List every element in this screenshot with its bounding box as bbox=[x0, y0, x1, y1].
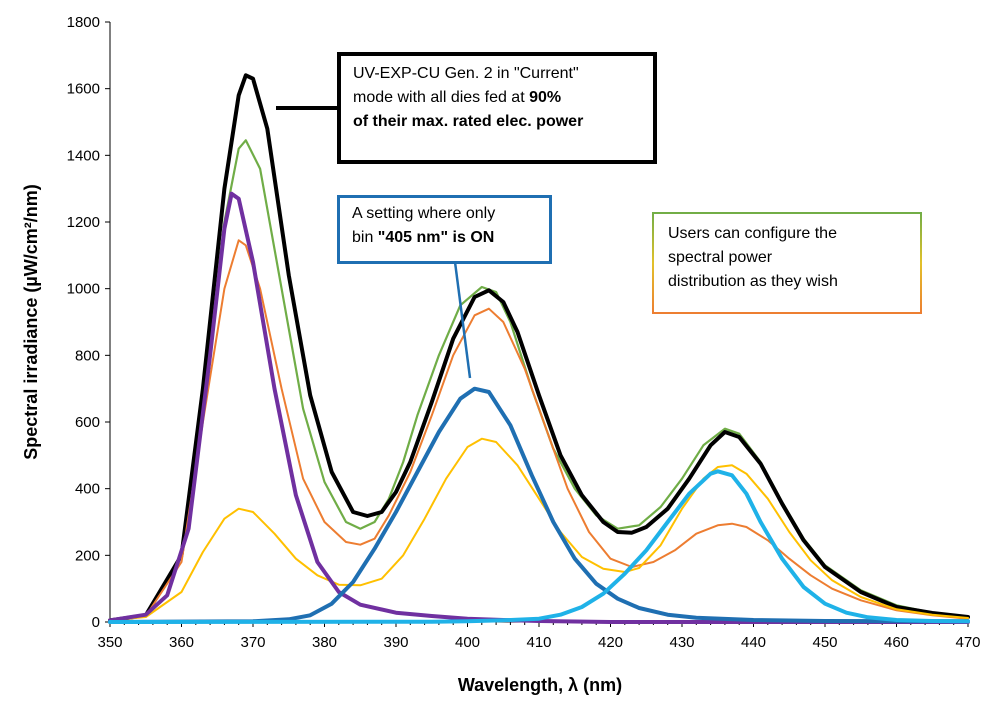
y-tick-label: 1400 bbox=[67, 147, 100, 164]
x-tick-label: 390 bbox=[383, 634, 408, 651]
series-line-6 bbox=[108, 469, 970, 624]
x-tick-label: 370 bbox=[240, 634, 265, 651]
y-tick-label: 1200 bbox=[67, 214, 100, 231]
y-tick-label: 1600 bbox=[67, 81, 100, 98]
y-tick-label: 1000 bbox=[67, 281, 100, 298]
users-callout-line1: Users can configure the bbox=[668, 225, 837, 242]
bin405-callout: A setting where only bin "405 nm" is ON bbox=[337, 195, 552, 264]
current-mode-callout: UV-EXP-CU Gen. 2 in "Current" mode with … bbox=[337, 52, 657, 164]
series-line-5 bbox=[108, 386, 970, 624]
current-callout-line2: mode with all dies fed at 90% bbox=[353, 86, 641, 110]
bin405-callout-line1: A setting where only bbox=[352, 205, 496, 222]
users-configure-callout: Users can configure the spectral power d… bbox=[652, 212, 922, 314]
users-callout-line2: spectral power bbox=[668, 249, 773, 266]
y-tick-label: 600 bbox=[75, 414, 100, 431]
current-callout-line2-bold: 90% bbox=[529, 89, 562, 106]
bin405-callout-line2-bold: "405 nm" is ON bbox=[377, 229, 495, 246]
current-callout-line2-text: mode with all dies fed at bbox=[353, 89, 530, 106]
series-line-3 bbox=[109, 437, 969, 622]
bin405-callout-line2: bin "405 nm" is ON bbox=[352, 226, 537, 250]
y-tick-label: 800 bbox=[75, 347, 100, 364]
x-tick-label: 400 bbox=[455, 634, 480, 651]
x-tick-label: 410 bbox=[526, 634, 551, 651]
x-tick-label: 360 bbox=[169, 634, 194, 651]
users-callout-line3: distribution as they wish bbox=[668, 273, 838, 290]
series-line-1 bbox=[108, 73, 970, 623]
x-tick-label: 470 bbox=[955, 634, 980, 651]
x-tick-label: 420 bbox=[598, 634, 623, 651]
y-tick-label: 0 bbox=[92, 614, 100, 631]
y-tick-label: 200 bbox=[75, 547, 100, 564]
series-group bbox=[108, 73, 970, 624]
current-callout-line3: of their max. rated elec. power bbox=[353, 113, 584, 130]
y-tick-label: 400 bbox=[75, 481, 100, 498]
x-tick-label: 460 bbox=[884, 634, 909, 651]
x-tick-label: 430 bbox=[669, 634, 694, 651]
current-callout-line1: UV-EXP-CU Gen. 2 in "Current" bbox=[353, 65, 579, 82]
x-axis-title: Wavelength, λ (nm) bbox=[458, 675, 622, 695]
x-tick-label: 440 bbox=[741, 634, 766, 651]
y-axis-title: Spectral irradiance (µW/cm²/nm) bbox=[21, 184, 41, 459]
x-tick-label: 350 bbox=[97, 634, 122, 651]
bin405-callout-pointer bbox=[453, 261, 472, 379]
x-tick-label: 450 bbox=[812, 634, 837, 651]
bin405-callout-line2-text: bin bbox=[352, 229, 378, 246]
y-tick-label: 1800 bbox=[67, 14, 100, 31]
x-tick-label: 380 bbox=[312, 634, 337, 651]
ticks: 350 360 370 380 390 400 410 420 430 440 450 460 470 0… bbox=[67, 14, 981, 651]
